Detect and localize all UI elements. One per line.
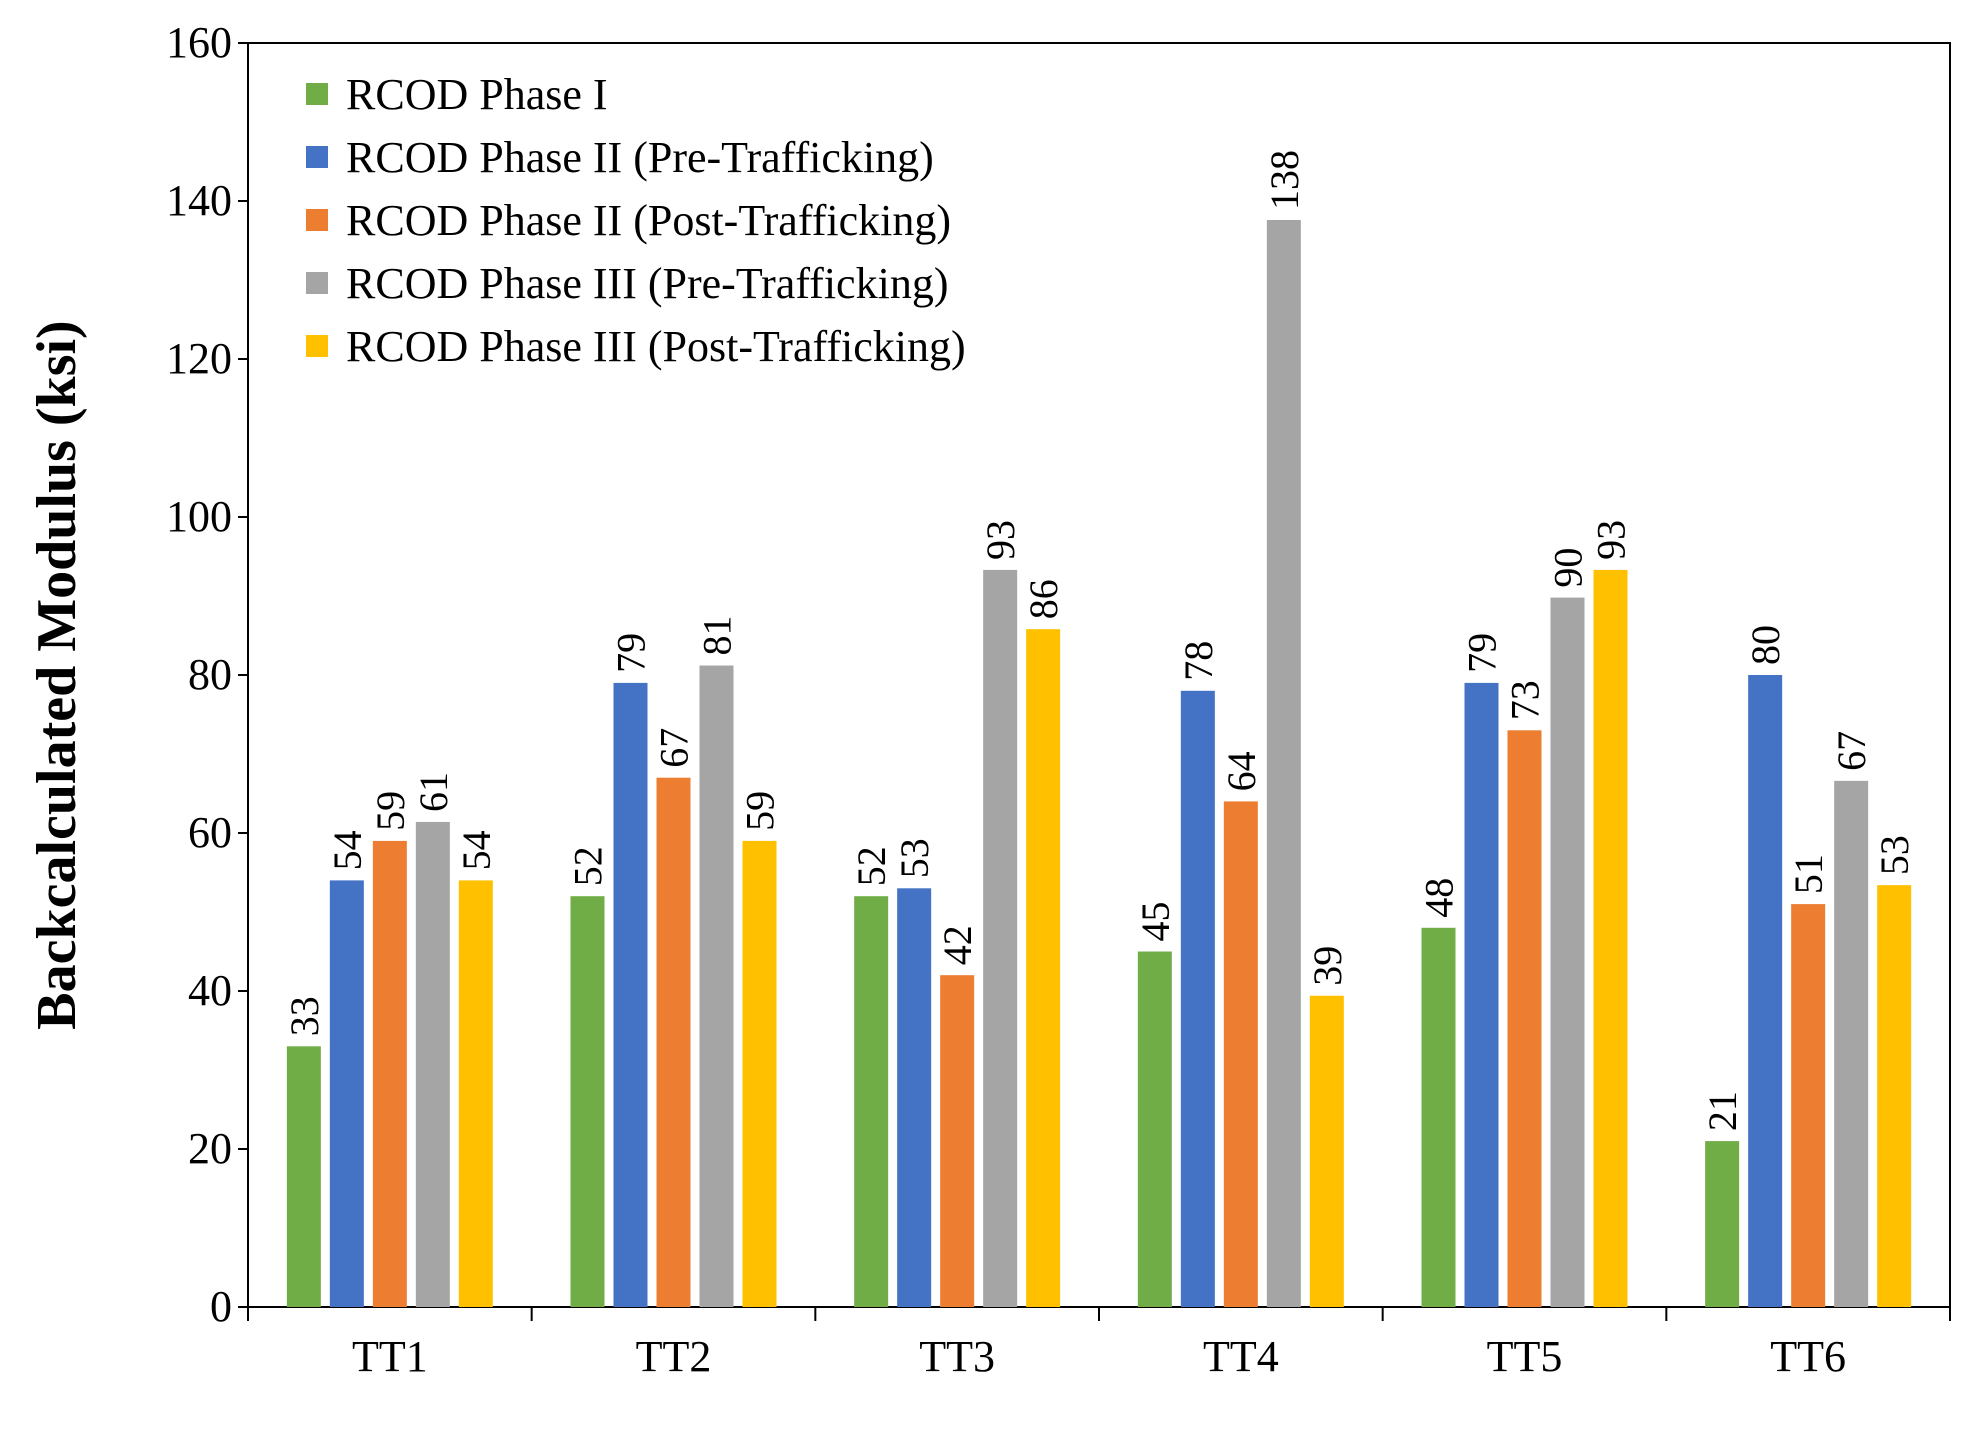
data-label: 53 (1872, 835, 1917, 875)
bar (1266, 219, 1301, 1308)
legend-label: RCOD Phase I (346, 70, 608, 119)
bar (1507, 730, 1542, 1307)
data-label: 42 (935, 925, 980, 965)
data-label: 79 (1460, 633, 1505, 673)
bar (940, 975, 975, 1307)
bar (1705, 1141, 1740, 1307)
legend-swatch (306, 335, 328, 357)
data-label: 54 (325, 830, 370, 870)
x-tick-label: TT4 (1203, 1332, 1279, 1381)
y-tick-label: 80 (188, 650, 232, 699)
bar (1748, 675, 1783, 1307)
bar (1834, 780, 1869, 1307)
y-tick-label: 0 (210, 1282, 232, 1331)
bar (983, 569, 1018, 1307)
data-label: 79 (609, 633, 654, 673)
y-tick-label: 60 (188, 808, 232, 857)
bar (1137, 951, 1172, 1307)
bar (1791, 904, 1826, 1307)
legend-swatch (306, 146, 328, 168)
legend-swatch (306, 209, 328, 231)
bar (1309, 995, 1344, 1307)
bar (1421, 927, 1456, 1307)
data-label: 61 (411, 772, 456, 812)
data-label: 138 (1262, 150, 1307, 210)
data-label: 52 (566, 846, 611, 886)
axes-layer: 0 20 40 60 80 100 120 140 160 TT1 TT2 TT3 TT4 TT5 TT6 (166, 18, 1951, 1381)
bar (1464, 682, 1499, 1307)
data-label: 52 (849, 846, 894, 886)
data-label: 54 (454, 830, 499, 870)
bar (742, 840, 777, 1307)
x-tick-label: TT2 (636, 1332, 712, 1381)
bars-layer (286, 219, 1912, 1308)
bar (1223, 801, 1258, 1307)
bar (329, 880, 364, 1307)
data-label: 48 (1417, 878, 1462, 918)
bar (1877, 885, 1912, 1307)
bar (1550, 597, 1585, 1307)
data-label: 59 (368, 791, 413, 831)
bar (458, 880, 493, 1307)
y-axis-title: Backcalculated Modulus (ksi) (26, 320, 88, 1029)
y-tick-label: 40 (188, 966, 232, 1015)
bar (656, 777, 691, 1307)
data-label: 21 (1700, 1091, 1745, 1131)
bar (286, 1046, 321, 1307)
legend-label: RCOD Phase III (Post-Trafficking) (346, 322, 966, 371)
x-tick-label: TT3 (919, 1332, 995, 1381)
data-label: 73 (1503, 680, 1548, 720)
y-tick-label: 140 (166, 176, 232, 225)
bar (415, 821, 450, 1307)
bar (570, 896, 605, 1307)
data-labels-layer: 33 52 52 45 48 21 54 79 53 78 79 80 59 67 42 64 73 51 61 81… (282, 150, 1917, 1131)
x-tick-label: TT6 (1770, 1332, 1846, 1381)
y-tick-label: 120 (166, 334, 232, 383)
data-label: 67 (652, 728, 697, 768)
data-label: 53 (892, 838, 937, 878)
data-label: 86 (1021, 579, 1066, 619)
bar (1026, 629, 1061, 1307)
legend-label: RCOD Phase III (Pre-Trafficking) (346, 259, 948, 308)
bar (1593, 569, 1628, 1307)
bar (897, 888, 932, 1307)
data-label: 39 (1305, 946, 1350, 986)
y-tick-label: 20 (188, 1124, 232, 1173)
data-label: 51 (1786, 854, 1831, 894)
legend-label: RCOD Phase II (Post-Trafficking) (346, 196, 951, 245)
data-label: 80 (1743, 625, 1788, 665)
legend-swatch (306, 83, 328, 105)
bar (1180, 690, 1215, 1307)
data-label: 93 (978, 520, 1023, 560)
legend-swatch (306, 272, 328, 294)
legend-label: RCOD Phase II (Pre-Trafficking) (346, 133, 934, 182)
data-label: 59 (738, 791, 783, 831)
y-tick-label: 100 (166, 492, 232, 541)
legend: RCOD Phase I RCOD Phase II (Pre-Trafficki… (306, 70, 966, 371)
data-label: 90 (1546, 548, 1591, 588)
bar (854, 896, 889, 1307)
bar (613, 682, 648, 1307)
data-label: 93 (1589, 520, 1634, 560)
bar (699, 665, 734, 1307)
y-tick-label: 160 (166, 18, 232, 67)
data-label: 81 (695, 616, 740, 656)
data-label: 67 (1829, 731, 1874, 771)
x-tick-label: TT1 (352, 1332, 428, 1381)
data-label: 78 (1176, 641, 1221, 681)
data-label: 45 (1133, 902, 1178, 942)
data-label: 33 (282, 996, 327, 1036)
x-tick-label: TT5 (1487, 1332, 1563, 1381)
data-label: 64 (1219, 751, 1264, 791)
bar (372, 840, 407, 1307)
